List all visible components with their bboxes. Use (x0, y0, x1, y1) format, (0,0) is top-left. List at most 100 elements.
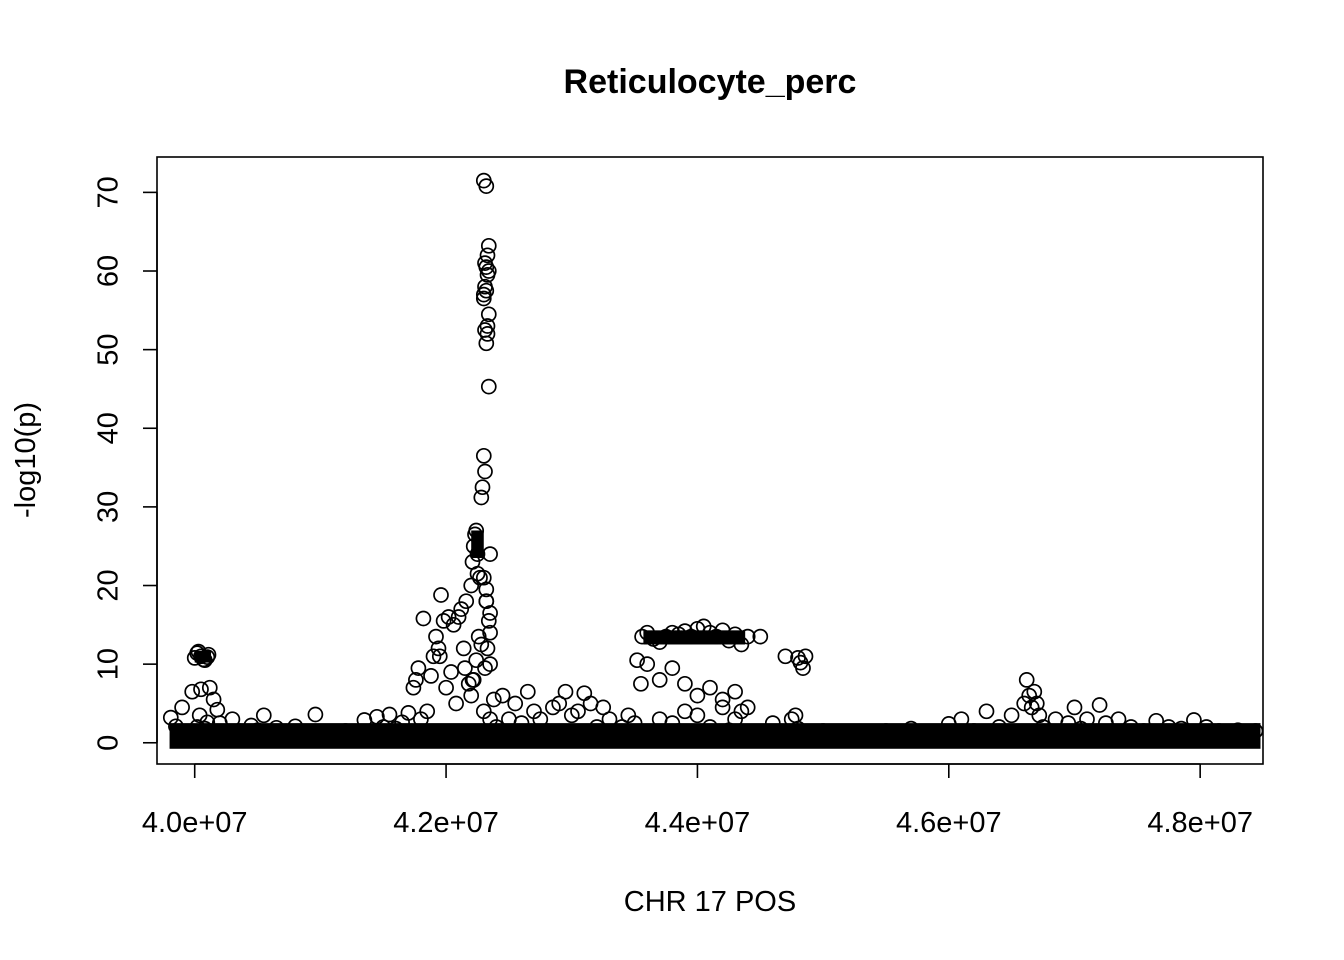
data-point (1018, 672, 1035, 688)
data-point (601, 711, 618, 728)
data-point (475, 290, 492, 307)
data-point (633, 675, 649, 692)
data-point (479, 247, 496, 264)
data-point (589, 719, 605, 735)
data-point (507, 695, 524, 712)
data-point (469, 546, 486, 562)
data-point (440, 609, 457, 625)
y-tick-label: 40 (93, 412, 125, 444)
data-point (557, 683, 574, 700)
x-axis: 4.0e+07 4.2e+07 4.4e+07 4.6e+07 4.8e+07 (142, 763, 1253, 839)
data-point (1104, 723, 1121, 739)
data-point (194, 730, 211, 747)
data-point (478, 178, 495, 194)
data-point (460, 675, 477, 692)
data-point (470, 628, 487, 645)
data-point (739, 628, 756, 645)
data-point (477, 463, 493, 480)
data-point (479, 318, 496, 334)
data-point (174, 699, 190, 716)
data-point (727, 683, 743, 700)
data-point (415, 610, 432, 627)
data-point (463, 577, 480, 594)
data-point (714, 699, 731, 716)
data-point (966, 723, 982, 739)
data-point (431, 648, 448, 665)
data-point (255, 707, 272, 724)
data-point (629, 652, 645, 669)
data-point (739, 699, 756, 716)
data-point (1242, 727, 1259, 743)
y-axis: 0 10 20 30 40 50 60 70 (93, 176, 158, 751)
data-point (423, 668, 439, 684)
data-point (1003, 707, 1020, 724)
data-point (513, 715, 530, 731)
data-point (551, 695, 568, 712)
data-point (249, 722, 266, 739)
x-tick-label: 4.0e+07 (142, 807, 248, 839)
data-point (482, 546, 498, 562)
data-point (1010, 727, 1026, 743)
data-point (532, 711, 549, 728)
data-point (787, 707, 804, 724)
data-point (448, 695, 464, 712)
y-tick-label: 20 (93, 569, 125, 601)
data-point (494, 687, 511, 704)
data-point (576, 685, 593, 702)
data-point (469, 565, 486, 582)
data-point (953, 711, 970, 728)
data-point (473, 636, 490, 653)
x-tick-label: 4.8e+07 (1147, 807, 1253, 839)
chart-title: Reticulocyte_perc (564, 63, 857, 101)
data-point (433, 587, 449, 603)
data-point (477, 322, 493, 338)
data-point (425, 648, 442, 665)
data-point (1148, 712, 1165, 729)
data-point (450, 609, 467, 625)
data-point (475, 447, 492, 464)
data-point (1110, 711, 1127, 728)
dense-band-layer (169, 530, 1261, 749)
data-point (184, 683, 201, 700)
data-point (764, 715, 781, 731)
data-point (1028, 695, 1045, 712)
data-point (468, 652, 485, 669)
data-point (570, 703, 586, 720)
data-point (721, 722, 737, 739)
data-point (457, 660, 473, 676)
data-point (479, 326, 496, 342)
data-point (445, 616, 462, 633)
overplotted-cluster (643, 630, 746, 645)
data-point (634, 628, 650, 645)
data-point (299, 730, 316, 747)
data-point (410, 660, 427, 676)
data-point (890, 727, 907, 744)
data-point (381, 706, 398, 723)
data-point (1142, 725, 1158, 742)
data-point (1054, 727, 1070, 743)
data-point (419, 703, 436, 720)
y-tick-label: 60 (93, 255, 125, 287)
data-point (538, 723, 555, 739)
y-tick-label: 30 (93, 491, 125, 523)
data-point (485, 691, 502, 708)
data-point (482, 624, 498, 641)
data-point (369, 708, 385, 725)
data-point (482, 656, 498, 672)
data-point (474, 479, 491, 496)
data-point (464, 672, 481, 688)
data-point (695, 725, 712, 742)
data-point (400, 705, 417, 721)
data-point (702, 679, 718, 696)
data-point (477, 255, 493, 271)
data-point (626, 715, 643, 731)
x-tick-label: 4.4e+07 (645, 807, 751, 839)
data-point (797, 648, 814, 665)
data-point (463, 687, 480, 704)
data-point (928, 729, 945, 746)
data-point (408, 672, 424, 688)
data-point (478, 593, 495, 610)
data-point (978, 703, 995, 720)
y-tick-label: 70 (93, 176, 125, 208)
data-point (1091, 697, 1108, 713)
